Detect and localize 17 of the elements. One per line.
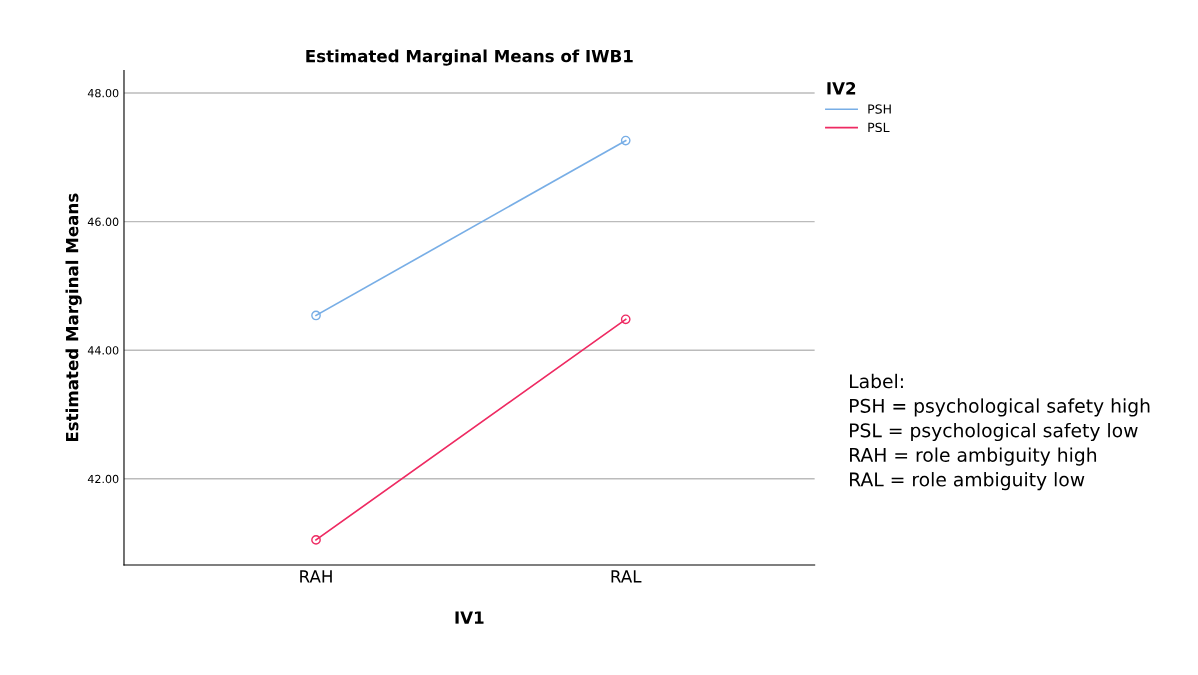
point [311,310,321,321]
text: Label: PSH = psychological safety high PSL = psychological safety low RAH = role ambiguity high RAL = role ambiguity low [850,373,1150,491]
x-tick-label: RAH [300,570,332,583]
y-axis-title: Estimated Marginal Means [65,193,82,442]
point [620,314,631,325]
y-tick-label: 44.00 [87,346,119,355]
x-axis-title: IV1 [455,611,484,624]
point [620,135,631,146]
y-tick-label: 46.00 [87,217,119,226]
x-tick-label: RAL [611,570,642,583]
legend-label: PSL [868,122,890,133]
y-tick-label: 48.00 [87,88,119,98]
chart-title: Estimated Marginal Means of IWB1 [306,49,633,66]
legend-title: IV2 [827,82,856,95]
legend-label: PSH [868,104,891,114]
y-tick-label: 42.00 [87,474,119,484]
point [311,535,321,545]
